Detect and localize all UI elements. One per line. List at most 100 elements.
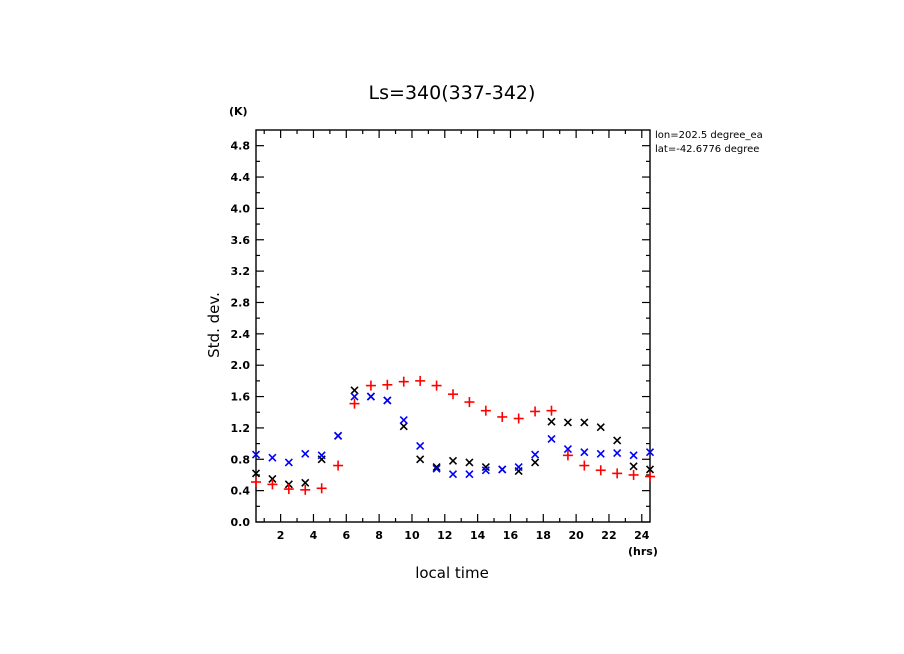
- data-point-series-0: [251, 469, 261, 478]
- data-point-series-2: [365, 380, 376, 391]
- data-point-series-1: [580, 448, 589, 457]
- data-marks: [251, 375, 655, 495]
- data-point-series-1: [350, 392, 359, 401]
- data-point-series-1: [531, 450, 540, 459]
- data-point-series-2: [595, 465, 606, 476]
- data-point-series-0: [268, 474, 277, 483]
- data-point-series-2: [464, 397, 475, 408]
- data-point-series-0: [645, 465, 655, 474]
- annotation-clip: [780, 125, 904, 165]
- x-tick-label: 18: [536, 529, 551, 542]
- data-point-series-1: [334, 431, 343, 440]
- data-point-series-0: [481, 463, 490, 472]
- data-point-series-0: [432, 463, 441, 472]
- y-tick-label: 2.8: [231, 296, 251, 309]
- data-point-series-1: [268, 453, 277, 462]
- y-tick-label: 2.4: [231, 328, 251, 341]
- data-point-series-0: [629, 462, 638, 471]
- y-unit-label: (K): [229, 105, 248, 118]
- data-point-series-2: [480, 405, 491, 416]
- y-tick-label: 3.2: [231, 265, 251, 278]
- data-point-series-1: [498, 465, 507, 474]
- x-tick-label: 22: [601, 529, 616, 542]
- data-point-series-0: [563, 418, 572, 427]
- data-point-series-1: [251, 450, 261, 459]
- x-unit-label: (hrs): [628, 545, 658, 558]
- plot-frame: [255, 129, 651, 523]
- data-point-series-0: [580, 418, 589, 427]
- y-tick-label: 0.8: [231, 453, 251, 466]
- x-tick-label: 20: [568, 529, 584, 542]
- data-point-series-2: [283, 484, 294, 495]
- y-tick-label: 2.0: [231, 359, 251, 372]
- x-tick-label: 6: [342, 529, 350, 542]
- data-point-series-1: [301, 449, 310, 458]
- data-point-series-2: [628, 469, 639, 480]
- data-point-series-2: [267, 479, 278, 490]
- data-point-series-2: [530, 406, 541, 417]
- data-point-series-0: [596, 423, 605, 432]
- data-point-series-1: [284, 458, 293, 467]
- data-point-series-0: [613, 436, 622, 445]
- x-tick-label: 4: [310, 529, 318, 542]
- data-point-series-1: [514, 463, 523, 472]
- y-tick-label: 4.0: [231, 202, 251, 215]
- data-point-series-2: [333, 460, 344, 471]
- data-point-series-2: [382, 379, 393, 390]
- data-point-series-1: [399, 416, 408, 425]
- y-tick-label: 1.6: [231, 391, 251, 404]
- data-point-series-2: [300, 484, 311, 495]
- data-point-series-2: [645, 471, 655, 482]
- data-point-series-0: [416, 455, 425, 464]
- y-tick-label: 1.2: [231, 422, 251, 435]
- y-tick-label: 0.4: [231, 485, 251, 498]
- data-point-series-1: [317, 451, 326, 460]
- data-point-series-1: [645, 448, 655, 457]
- data-point-series-0: [399, 422, 408, 431]
- data-point-series-1: [383, 396, 392, 405]
- data-point-series-1: [547, 434, 556, 443]
- data-point-series-0: [448, 456, 458, 465]
- annotation-lon: lon=202.5 degree_ea: [655, 130, 763, 141]
- data-point-series-0: [531, 458, 540, 467]
- axis-ticks: 2 4 6 8 10 12 14 16 18 20 22 240.00.40.81.21.62.02.…: [231, 130, 650, 542]
- data-point-series-1: [465, 470, 474, 479]
- x-tick-label: 16: [503, 529, 519, 542]
- data-point-series-2: [398, 376, 409, 387]
- data-point-series-2: [579, 460, 590, 471]
- data-point-series-1: [366, 392, 375, 401]
- chart-title: Ls=340(337-342): [369, 82, 536, 104]
- data-point-series-2: [448, 389, 458, 400]
- x-tick-label: 24: [634, 529, 650, 542]
- data-point-series-2: [431, 380, 442, 391]
- x-tick-label: 12: [437, 529, 452, 542]
- x-tick-label: 10: [404, 529, 420, 542]
- x-tick-label: 2: [277, 529, 285, 542]
- data-point-series-1: [563, 445, 572, 454]
- y-axis-title: Std. dev.: [205, 292, 223, 358]
- data-point-series-2: [349, 398, 360, 409]
- y-tick-label: 0.0: [231, 516, 251, 529]
- x-tick-label: 14: [470, 529, 486, 542]
- data-point-series-2: [562, 450, 573, 461]
- data-point-series-2: [497, 411, 508, 422]
- data-point-series-2: [316, 483, 327, 494]
- y-tick-label: 3.6: [231, 234, 251, 247]
- y-tick-label: 4.8: [231, 140, 251, 153]
- data-point-series-1: [481, 466, 490, 475]
- data-point-series-0: [465, 458, 474, 467]
- x-tick-label: 8: [375, 529, 383, 542]
- data-point-series-2: [513, 413, 524, 424]
- annotation-lat: lat=-42.6776 degree: [655, 144, 759, 155]
- data-point-series-1: [596, 449, 605, 458]
- data-point-series-1: [613, 448, 622, 458]
- x-axis-title: local time: [415, 564, 489, 582]
- data-point-series-0: [350, 386, 359, 395]
- data-point-series-2: [251, 477, 261, 488]
- data-point-series-0: [301, 478, 310, 487]
- data-point-series-2: [415, 375, 426, 386]
- data-point-series-2: [546, 405, 557, 416]
- data-point-series-1: [416, 441, 425, 451]
- y-tick-label: 4.4: [231, 171, 251, 184]
